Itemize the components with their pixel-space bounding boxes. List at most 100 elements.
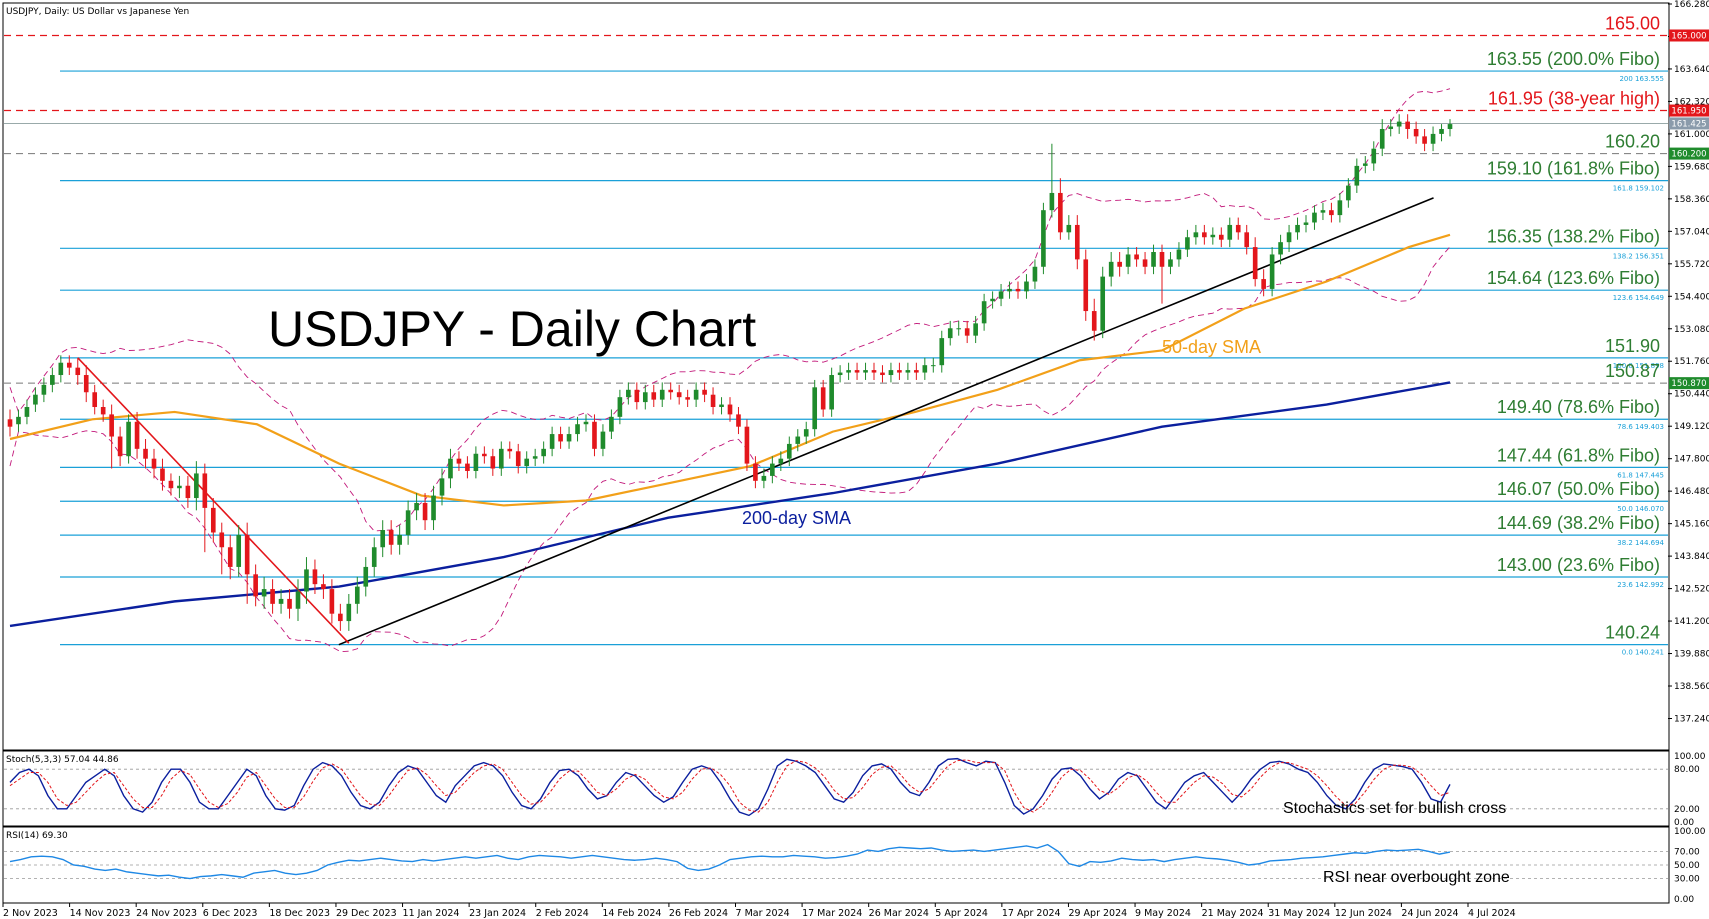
- candle-body: [304, 569, 309, 592]
- candle-body: [702, 389, 707, 395]
- candle-body: [439, 478, 445, 496]
- candle-body: [405, 510, 411, 535]
- candle-body: [659, 389, 665, 400]
- stoch-panel: [2, 750, 1670, 827]
- candle-body: [100, 407, 106, 415]
- time-axis: 2 Nov 2023 14 Nov 2023 24 Nov 2023 6 Dec 20…: [2, 903, 1516, 919]
- level-labels: 165.00 165.000 163.55 (200.0% Fibo) 200 163…: [1487, 13, 1709, 657]
- candle-body: [117, 436, 123, 457]
- candle-body: [194, 473, 199, 499]
- candlesticks: [7, 114, 1453, 631]
- x-tick-label: 29 Apr 2024: [1068, 908, 1127, 919]
- candle-body: [50, 375, 55, 385]
- osc-level-label: 30.00: [1674, 875, 1700, 885]
- osc-level-label: 50.00: [1674, 861, 1700, 871]
- candle-body: [1007, 288, 1012, 292]
- candle-body: [448, 458, 453, 479]
- candle-body: [753, 463, 758, 481]
- candle-body: [1303, 222, 1309, 225]
- level-tag: 138.2 156.351: [1613, 252, 1664, 260]
- candle-body: [693, 389, 699, 400]
- candle-body: [24, 407, 30, 417]
- candle-body: [1058, 192, 1063, 233]
- candle-body: [219, 532, 225, 548]
- candle-body: [321, 584, 326, 590]
- stoch-main-line: [9, 757, 1451, 817]
- level-tag: 50.0 146.070: [1617, 505, 1664, 513]
- candle-body: [185, 485, 191, 499]
- stoch-title: Stoch(5,3,3) 57.04 44.86: [6, 755, 119, 765]
- y-tick-label: 146.480: [1674, 487, 1709, 497]
- candle-body: [92, 392, 98, 408]
- candle-body: [371, 547, 377, 567]
- level-tag: 200 163.555: [1619, 75, 1664, 83]
- candle-body: [414, 502, 419, 511]
- candle-body: [676, 392, 682, 398]
- y-tick-label: 139.880: [1674, 650, 1709, 660]
- candle-body: [880, 372, 885, 376]
- main-panel: [2, 2, 1670, 751]
- candle-body: [388, 530, 394, 545]
- candle-body: [1159, 252, 1165, 267]
- level-label: 143.00 (23.6% Fibo): [1497, 555, 1660, 575]
- candle-body: [1413, 128, 1419, 137]
- y-tick-label: 142.520: [1674, 585, 1709, 595]
- osc-level-label: 100.00: [1674, 827, 1706, 837]
- osc-level-label: 0.00: [1674, 895, 1694, 905]
- y-tick-label: 163.640: [1674, 65, 1709, 75]
- candle-body: [7, 419, 13, 427]
- x-tick-label: 26 Feb 2024: [669, 908, 728, 919]
- candle-body: [1202, 232, 1207, 238]
- level-label: 147.44 (61.8% Fibo): [1497, 445, 1660, 465]
- candle-body: [1125, 254, 1131, 267]
- x-tick-label: 24 Nov 2023: [136, 908, 197, 919]
- candle-body: [482, 453, 487, 457]
- candle-body: [744, 426, 750, 464]
- candle-body: [1278, 242, 1283, 255]
- level-label: 154.64 (123.6% Fibo): [1487, 268, 1660, 288]
- candle-body: [490, 456, 496, 469]
- candle-body: [41, 384, 47, 395]
- candle-body: [583, 421, 589, 425]
- y-tick-label: 143.840: [1674, 552, 1709, 562]
- bollinger-bands: [9, 88, 1451, 653]
- level-tag: 123.6 154.649: [1613, 294, 1664, 302]
- candle-body: [1261, 279, 1266, 289]
- candle-body: [939, 338, 945, 366]
- candle-body: [1439, 128, 1444, 134]
- candle-body: [202, 473, 208, 508]
- candle-body: [973, 323, 978, 336]
- x-tick-label: 4 Jul 2024: [1468, 908, 1516, 919]
- candle-body: [422, 502, 428, 521]
- candle-body: [1422, 136, 1427, 144]
- candle-body: [261, 589, 267, 597]
- x-tick-label: 12 Jun 2024: [1335, 908, 1392, 919]
- candle-body: [1049, 192, 1055, 211]
- price-box-text: 165.000: [1671, 31, 1706, 41]
- uptrend-line: [338, 197, 1434, 646]
- y-tick-label: 166.280: [1674, 0, 1709, 10]
- candle-body: [363, 566, 369, 587]
- candle-body: [1193, 232, 1199, 238]
- candle-body: [1430, 133, 1436, 144]
- level-label: 161.95 (38-year high): [1488, 89, 1660, 109]
- sma200-label: 200-day SMA: [742, 508, 851, 528]
- current-price-box: [1669, 117, 1709, 130]
- candle-body: [541, 448, 546, 457]
- x-tick-label: 24 Jun 2024: [1401, 908, 1458, 919]
- candle-body: [981, 301, 987, 324]
- stochastics-oscillator: 100.00 80.00 20.00 0.00: [4, 752, 1706, 828]
- candle-body: [930, 365, 936, 367]
- sma50-line: [9, 233, 1451, 507]
- level-tag: 38.2 144.694: [1617, 539, 1664, 547]
- y-tick-label: 138.560: [1674, 682, 1709, 692]
- price-box-text: 161.950: [1671, 107, 1706, 117]
- candle-body: [465, 463, 470, 471]
- candle-body: [600, 431, 606, 449]
- candle-body: [626, 389, 631, 398]
- candle-body: [1362, 163, 1368, 166]
- stoch-note: Stochastics set for bullish cross: [1283, 800, 1506, 817]
- candle-body: [727, 404, 733, 415]
- y-tick-label: 157.040: [1674, 227, 1709, 237]
